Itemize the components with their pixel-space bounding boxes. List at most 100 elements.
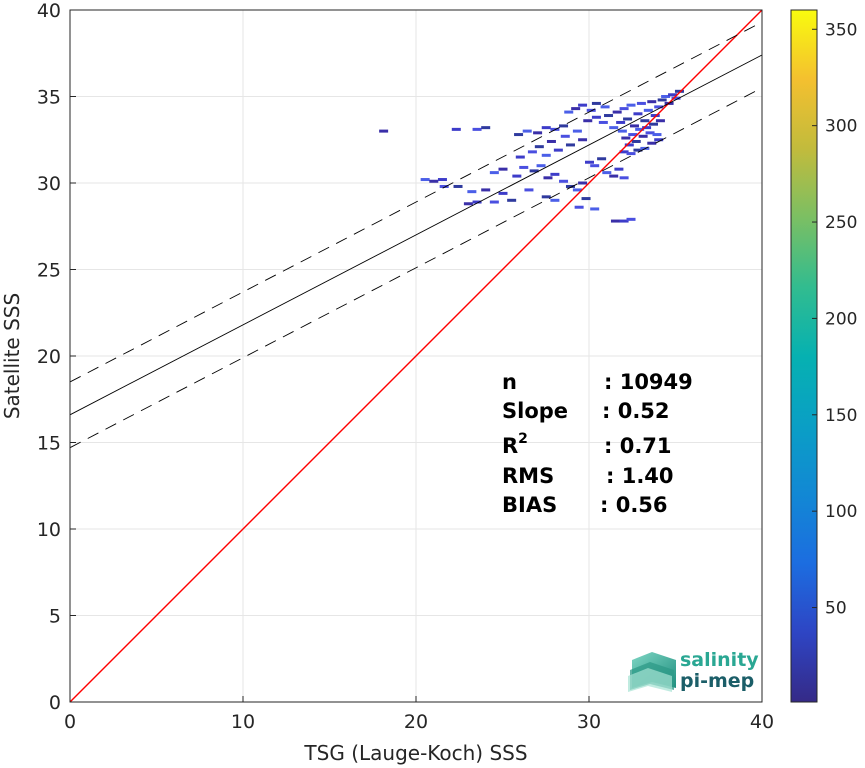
identity-line bbox=[69, 9, 763, 703]
density-cell bbox=[624, 143, 634, 147]
density-cell bbox=[527, 150, 537, 154]
density-cell bbox=[564, 110, 574, 114]
density-cell bbox=[553, 148, 563, 152]
density-cell bbox=[572, 129, 582, 133]
density-cell bbox=[671, 96, 681, 100]
density-cell bbox=[572, 188, 582, 192]
density-cell bbox=[619, 107, 629, 111]
x-axis-label: TSG (Lauge-Koch) SSS bbox=[303, 741, 527, 765]
density-cell bbox=[626, 152, 636, 156]
density-cell bbox=[472, 127, 482, 131]
stat-label: n bbox=[502, 370, 517, 394]
density-cell bbox=[529, 169, 539, 173]
density-cell bbox=[534, 145, 544, 149]
density-cell bbox=[472, 200, 482, 204]
density-cell bbox=[654, 138, 664, 142]
density-cell bbox=[543, 176, 553, 180]
salinity-pi-mep-logo: salinity pi-mep bbox=[628, 649, 759, 692]
density-cell bbox=[602, 171, 612, 175]
stat-value: : 0.71 bbox=[604, 434, 672, 458]
density-cell bbox=[586, 108, 596, 112]
density-cell bbox=[541, 126, 551, 130]
density-cell bbox=[536, 164, 546, 168]
density-cell bbox=[550, 198, 560, 202]
density-cell bbox=[650, 114, 660, 118]
density-cell bbox=[489, 200, 499, 204]
density-cell bbox=[619, 176, 629, 180]
colorbar-ticks: 50 100 150 200 250 300 350 bbox=[812, 20, 857, 619]
density-cell bbox=[642, 126, 652, 130]
density-cell bbox=[590, 207, 600, 211]
logo-line-2: pi-mep bbox=[680, 670, 754, 692]
stat-value: : 1.40 bbox=[606, 464, 674, 488]
density-cell bbox=[631, 139, 641, 143]
density-cell bbox=[623, 117, 633, 121]
density-cell bbox=[616, 120, 626, 124]
x-tick-label: 30 bbox=[577, 711, 601, 733]
density-cell bbox=[481, 188, 491, 192]
colorbar-tick-label: 350 bbox=[825, 20, 857, 40]
density-cell bbox=[546, 139, 556, 143]
fit-lower-line bbox=[69, 87, 763, 449]
density-cell bbox=[619, 219, 629, 223]
density-cell bbox=[437, 178, 447, 182]
density-cell bbox=[621, 136, 631, 140]
density-cell bbox=[652, 133, 662, 137]
density-cell bbox=[560, 134, 570, 138]
density-cell bbox=[614, 167, 624, 171]
plot-area bbox=[69, 9, 763, 703]
density-cell bbox=[578, 181, 588, 185]
density-cell bbox=[640, 119, 650, 123]
density-cell bbox=[481, 126, 491, 130]
y-tick-label: 0 bbox=[49, 692, 61, 714]
density-cell bbox=[617, 129, 627, 133]
density-cell bbox=[559, 179, 569, 183]
x-tick-label: 0 bbox=[64, 711, 76, 733]
density-cell bbox=[629, 124, 639, 128]
y-tick-label: 10 bbox=[37, 519, 61, 541]
density-cell bbox=[498, 191, 508, 195]
density-cell bbox=[647, 141, 657, 145]
density-cell bbox=[507, 198, 517, 202]
density-cell bbox=[420, 178, 430, 182]
density-cell bbox=[489, 171, 499, 175]
density-cell bbox=[636, 101, 646, 105]
density-cell bbox=[645, 131, 655, 135]
density-cell bbox=[541, 153, 551, 157]
logo-line-1: salinity bbox=[680, 649, 759, 671]
density-cell bbox=[467, 190, 477, 194]
y-tick-label: 5 bbox=[49, 606, 61, 628]
density-cell bbox=[635, 127, 645, 131]
stat-label: RMS bbox=[502, 464, 554, 488]
x-tick-label: 20 bbox=[404, 711, 428, 733]
density-cell bbox=[451, 127, 461, 131]
density-cell bbox=[429, 179, 439, 183]
density-cell bbox=[578, 103, 588, 107]
density-cell bbox=[541, 195, 551, 199]
density-cell bbox=[550, 172, 560, 176]
y-tick-label: 25 bbox=[37, 260, 61, 282]
density-cell bbox=[439, 184, 449, 188]
x-axis-ticks: 0 10 20 30 40 bbox=[64, 696, 774, 733]
y-tick-label: 35 bbox=[37, 87, 61, 109]
colorbar-tick-label: 250 bbox=[825, 213, 857, 233]
fit-line bbox=[69, 54, 763, 416]
density-cell bbox=[522, 129, 532, 133]
colorbar bbox=[790, 9, 818, 703]
density-cell bbox=[604, 114, 614, 118]
stat-value: : 0.52 bbox=[602, 399, 670, 423]
density-cell bbox=[591, 101, 601, 105]
stat-superscript: 2 bbox=[518, 431, 528, 447]
density-cell bbox=[619, 150, 629, 154]
y-tick-label: 30 bbox=[37, 173, 61, 195]
density-cell bbox=[661, 95, 671, 98]
y-tick-label: 20 bbox=[37, 346, 61, 368]
stat-label: BIAS bbox=[502, 493, 557, 517]
x-tick-label: 40 bbox=[750, 711, 774, 733]
stat-value: : 0.56 bbox=[600, 493, 668, 517]
density-cell bbox=[498, 167, 508, 171]
density-cell bbox=[633, 148, 643, 152]
density-cell bbox=[514, 133, 524, 137]
density-cell bbox=[565, 184, 575, 188]
